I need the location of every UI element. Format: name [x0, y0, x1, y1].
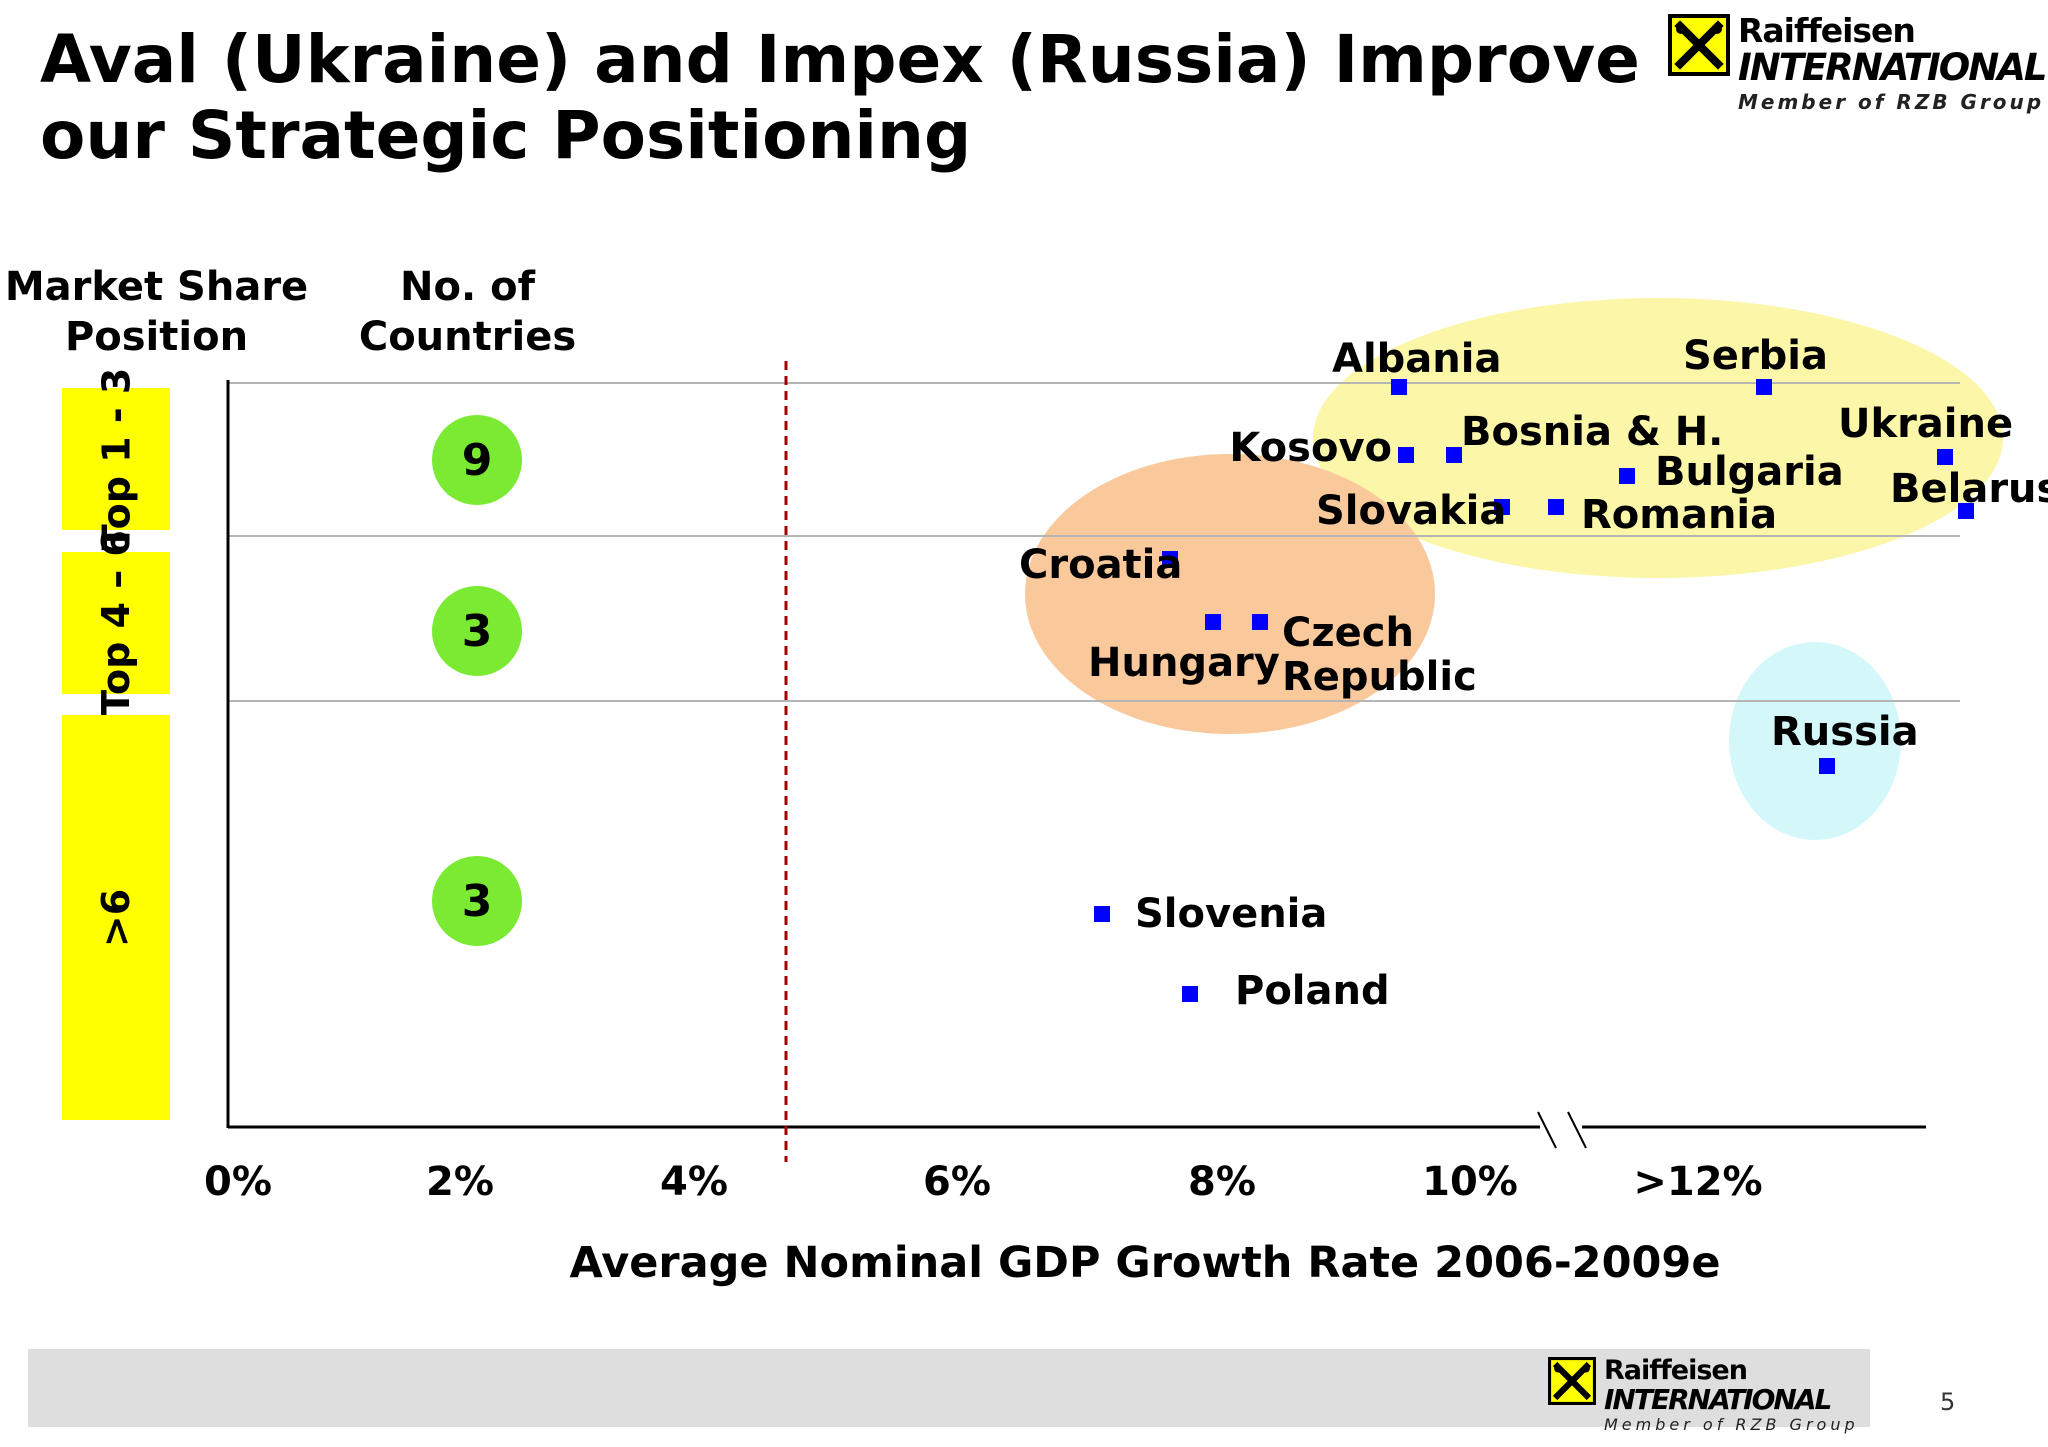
band-top-1-3: Top 1 - 3	[62, 368, 170, 550]
data-point-label: Belarus	[1890, 466, 2048, 512]
market-share-header: Market Share Position	[4, 264, 309, 360]
crossed-horses-icon	[1668, 14, 1730, 76]
data-point-label: Croatia	[1019, 542, 1182, 588]
data-point-label: Bulgaria	[1655, 449, 1844, 495]
logo-name: Raiffeisen	[1738, 11, 1916, 50]
data-point-marker	[1756, 379, 1772, 395]
x-tick-label: 6%	[923, 1159, 991, 1205]
x-tick-label: 0%	[204, 1159, 272, 1205]
data-point-label: Romania	[1581, 492, 1777, 538]
data-point-label: Serbia	[1683, 333, 1828, 379]
data-point-label: Kosovo	[1229, 425, 1392, 471]
logo-tagline: Member of RZB Group	[1604, 1415, 1859, 1434]
data-point-label: Ukraine	[1838, 401, 2013, 447]
data-point-marker	[1252, 614, 1268, 630]
data-point-marker	[1958, 503, 1974, 519]
x-tick-label: 10%	[1422, 1159, 1518, 1205]
data-point-marker	[1937, 449, 1953, 465]
data-point-marker	[1391, 379, 1407, 395]
count-circle: 9	[432, 415, 522, 505]
count-circle: 3	[432, 586, 522, 676]
cluster-ellipse	[1729, 642, 1901, 840]
page-number: 5	[1940, 1388, 1956, 1416]
data-point-marker	[1205, 614, 1221, 630]
data-point-marker	[1548, 499, 1564, 515]
data-point-marker	[1819, 758, 1835, 774]
logo-sub: INTERNATIONAL	[1604, 1383, 1832, 1416]
data-point-label: Slovenia	[1135, 891, 1327, 937]
band-above-6: >6	[62, 715, 170, 1120]
data-point-label: Russia	[1771, 709, 1919, 755]
data-point-label: Poland	[1235, 968, 1390, 1014]
x-tick-label: >12%	[1633, 1159, 1762, 1205]
data-point-marker	[1094, 906, 1110, 922]
data-point-label: Albania	[1332, 336, 1501, 382]
data-point-marker	[1494, 499, 1510, 515]
raiffeisen-logo-header: Raiffeisen INTERNATIONAL Member of RZB G…	[1668, 11, 2047, 114]
data-point-label: Hungary	[1088, 640, 1280, 686]
axis-break-mark	[1567, 1111, 1587, 1149]
data-point-label: Slovakia	[1316, 488, 1506, 534]
logo-sub: INTERNATIONAL	[1738, 46, 2047, 89]
cluster-ellipse	[1025, 454, 1435, 734]
x-tick-label: 8%	[1188, 1159, 1256, 1205]
data-point-label: Czech Republic	[1282, 610, 1477, 700]
data-point-marker	[1398, 447, 1414, 463]
data-point-label: Bosnia & H.	[1461, 409, 1723, 455]
x-tick-label: 4%	[660, 1159, 728, 1205]
cluster-ellipse	[1313, 298, 2003, 578]
band-top-4-6: Top 4 – 6	[62, 530, 170, 716]
raiffeisen-logo-footer: Raiffeisen INTERNATIONAL Member of RZB G…	[1548, 1357, 1859, 1433]
data-point-marker	[1182, 986, 1198, 1002]
x-axis-title: Average Nominal GDP Growth Rate 2006-200…	[569, 1238, 1721, 1288]
x-tick-label: 2%	[426, 1159, 494, 1205]
slide-title: Aval (Ukraine) and Impex (Russia) Improv…	[40, 21, 1640, 174]
data-point-marker	[1446, 447, 1462, 463]
axis-break-mark	[1537, 1111, 1557, 1149]
data-point-marker	[1619, 468, 1635, 484]
count-circle: 3	[432, 856, 522, 946]
logo-tagline: Member of RZB Group	[1738, 90, 2045, 114]
logo-name: Raiffeisen	[1604, 1355, 1748, 1386]
crossed-horses-icon	[1548, 1357, 1596, 1405]
data-point-marker	[1162, 551, 1178, 567]
country-count-header: No. of Countries	[358, 264, 577, 360]
